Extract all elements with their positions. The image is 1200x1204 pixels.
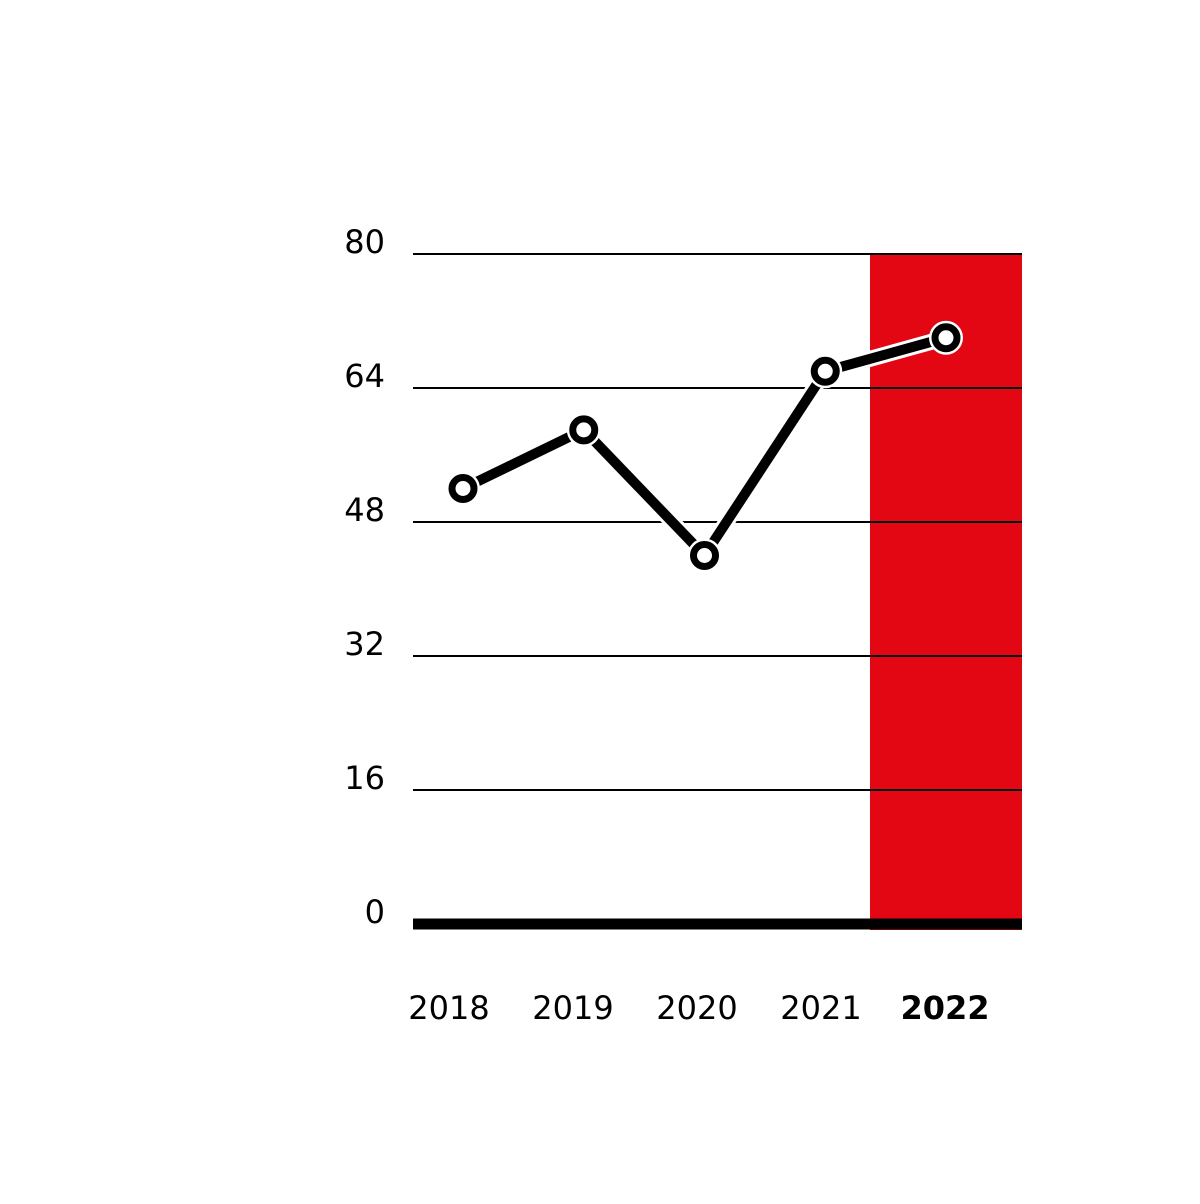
y-tick-label: 48 <box>344 491 385 529</box>
point <box>810 356 840 386</box>
point <box>690 541 719 570</box>
x-tick-label: 2022 <box>900 989 989 1027</box>
x-tick-label: 2018 <box>408 989 489 1027</box>
point <box>448 474 478 503</box>
y-tick-label: 16 <box>344 759 385 797</box>
x-tick-label: 2019 <box>532 989 613 1027</box>
y-tick-label: 0 <box>365 893 385 931</box>
highlight-band <box>870 254 1022 930</box>
y-tick-label: 80 <box>344 223 385 261</box>
y-tick-label: 32 <box>344 625 385 663</box>
x-tick-label: 2020 <box>656 989 737 1027</box>
point <box>931 323 961 353</box>
y-tick-label: 64 <box>344 357 385 395</box>
point <box>569 415 599 445</box>
x-tick-label: 2021 <box>780 989 861 1027</box>
